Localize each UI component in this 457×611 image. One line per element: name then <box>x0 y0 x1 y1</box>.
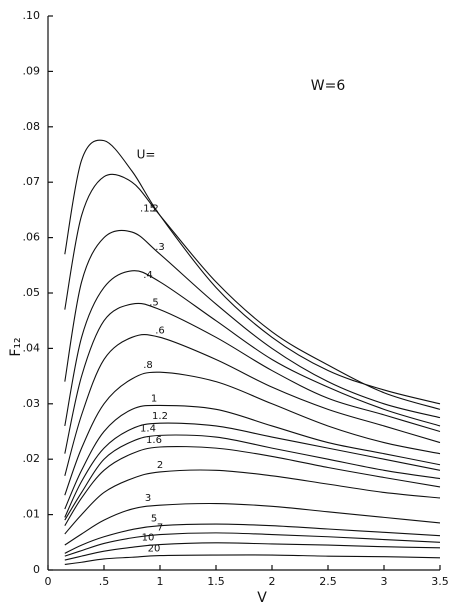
curve-label: 1.2 <box>152 411 168 422</box>
x-tick-label: 3 <box>381 575 388 588</box>
x-axis-label: V <box>257 590 267 606</box>
curve <box>64 523 441 554</box>
y-tick-label: .06 <box>23 231 41 244</box>
curve-label: 7 <box>157 523 163 534</box>
curve <box>64 334 441 476</box>
y-tick-label: 0 <box>33 563 40 576</box>
curve <box>64 422 441 518</box>
y-tick-label: .02 <box>23 452 41 465</box>
curve-label: 1.6 <box>146 435 162 446</box>
curve <box>64 502 441 546</box>
curve <box>64 554 441 566</box>
curve <box>64 270 441 427</box>
curve-label: 5 <box>151 514 157 525</box>
curve-label: 2 <box>157 460 163 471</box>
curve <box>64 229 441 419</box>
x-tick-label: 1.5 <box>207 575 225 588</box>
x-tick-label: 2 <box>269 575 276 588</box>
curve-label: .8 <box>143 360 153 371</box>
curve-label: 20 <box>148 544 161 555</box>
y-tick-label: .08 <box>23 120 41 133</box>
curve <box>64 139 441 405</box>
curve-label: .5 <box>149 298 159 309</box>
curve-label: .15 <box>140 203 156 214</box>
y-tick-label: .05 <box>23 286 41 299</box>
curve-label: .6 <box>155 325 165 336</box>
y-tick-label: .01 <box>23 508 41 521</box>
x-tick-label: 1 <box>157 575 164 588</box>
curve-label: 3 <box>145 493 151 504</box>
curve-label: .4 <box>143 270 153 281</box>
y-tick-label: .03 <box>23 397 41 410</box>
curve-label: 10 <box>142 533 155 544</box>
y-axis-label: F₁₂ <box>8 337 24 356</box>
curve-label: .3 <box>155 242 165 253</box>
curve <box>64 173 441 410</box>
y-tick-label: .09 <box>23 64 41 77</box>
curve <box>64 542 441 561</box>
curve-label: .2 <box>149 203 159 214</box>
annotation: U= <box>137 148 156 162</box>
curve <box>64 434 441 521</box>
x-tick-label: .5 <box>99 575 110 588</box>
x-tick-label: 3.5 <box>431 575 449 588</box>
y-tick-label: .07 <box>23 175 41 188</box>
curve <box>64 532 441 557</box>
y-tick-label: .04 <box>23 341 41 354</box>
x-tick-label: 0 <box>45 575 52 588</box>
curve <box>64 404 441 510</box>
curve <box>64 371 441 496</box>
curve <box>64 469 441 535</box>
curve <box>64 302 441 454</box>
curve-label: 1 <box>151 393 157 404</box>
annotation: W=6 <box>311 78 346 94</box>
x-tick-label: 2.5 <box>319 575 337 588</box>
y-tick-label: .10 <box>23 9 41 22</box>
curve <box>64 445 441 526</box>
curve-label: 1.4 <box>140 423 156 434</box>
